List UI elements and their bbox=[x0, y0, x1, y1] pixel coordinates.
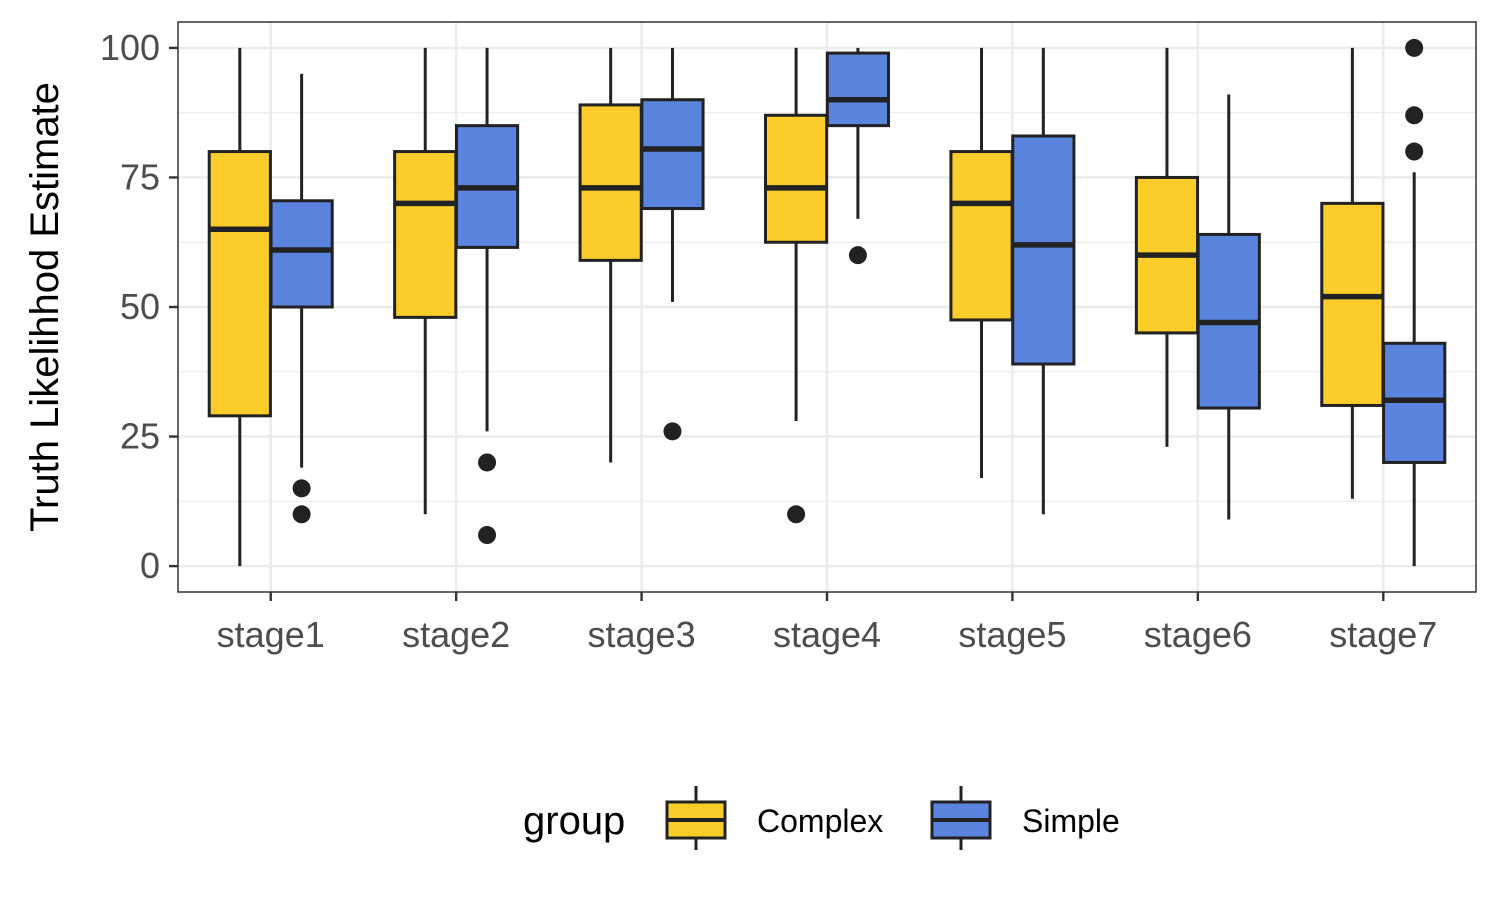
x-tick-label: stage2 bbox=[402, 614, 510, 655]
x-tick-label: stage5 bbox=[958, 614, 1066, 655]
box-iqr bbox=[827, 53, 888, 126]
outlier-point bbox=[478, 526, 496, 544]
x-tick-label: stage4 bbox=[773, 614, 881, 655]
y-tick-label: 0 bbox=[140, 545, 160, 586]
box-iqr bbox=[580, 105, 641, 260]
x-tick-label: stage3 bbox=[588, 614, 696, 655]
outlier-point bbox=[478, 453, 496, 471]
y-tick-label: 100 bbox=[100, 27, 160, 68]
box-iqr bbox=[765, 115, 826, 242]
outlier-point bbox=[1405, 39, 1423, 57]
x-tick-label: stage6 bbox=[1144, 614, 1252, 655]
box-iqr bbox=[1013, 136, 1074, 364]
outlier-point bbox=[849, 246, 867, 264]
outlier-point bbox=[293, 505, 311, 523]
y-tick-label: 25 bbox=[120, 416, 160, 457]
y-axis-title: Truth Likelihhod Estimate bbox=[23, 82, 67, 532]
outlier-point bbox=[1405, 106, 1423, 124]
box-iqr bbox=[951, 152, 1012, 320]
outlier-point bbox=[1405, 143, 1423, 161]
box-iqr bbox=[209, 152, 270, 416]
outlier-point bbox=[787, 505, 805, 523]
y-tick-label: 50 bbox=[120, 286, 160, 327]
outlier-point bbox=[663, 422, 681, 440]
box-iqr bbox=[1322, 203, 1383, 405]
x-tick-label: stage1 bbox=[217, 614, 325, 655]
outlier-point bbox=[293, 479, 311, 497]
box-iqr bbox=[395, 152, 456, 318]
x-tick-label: stage7 bbox=[1329, 614, 1437, 655]
box-iqr bbox=[642, 100, 703, 209]
legend-label: Simple bbox=[1022, 803, 1120, 839]
box-iqr bbox=[271, 201, 332, 307]
y-tick-label: 75 bbox=[120, 156, 160, 197]
legend-title: group bbox=[523, 799, 625, 843]
legend-label: Complex bbox=[757, 803, 883, 839]
